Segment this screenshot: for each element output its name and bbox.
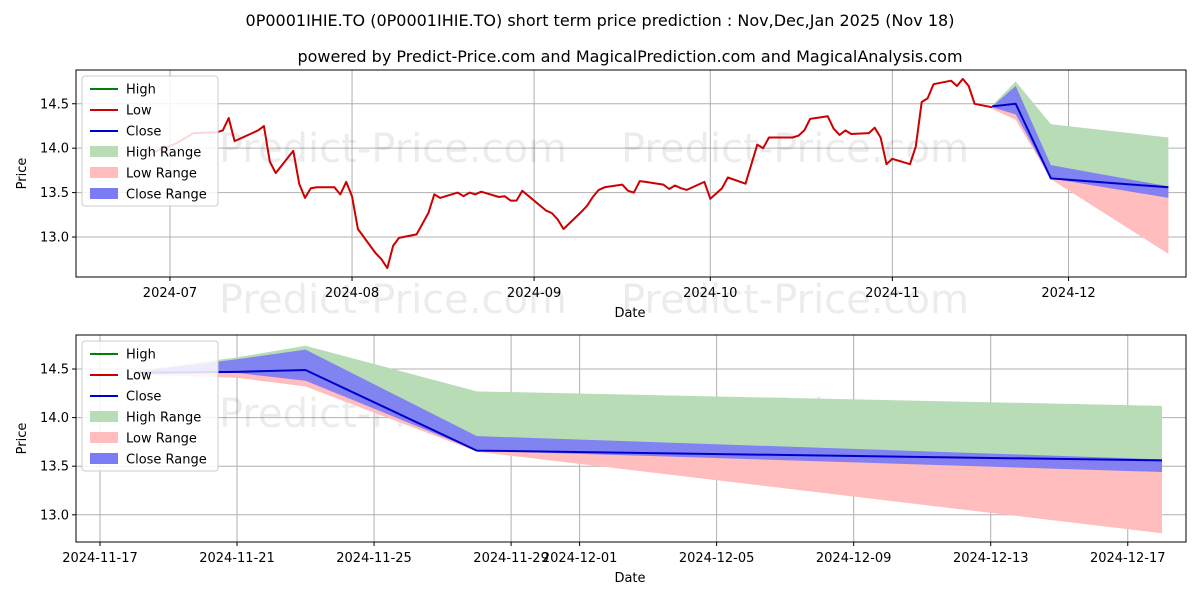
forecast-chart-panel: Predict-Price.comPredict-Price.com2024-1…	[15, 334, 1187, 586]
y-tick-label: 14.5	[40, 363, 69, 378]
legend-label-low: Low	[126, 104, 152, 119]
legend: High Low Close High Range Low Range Close Ran…	[81, 75, 219, 207]
legend-label-close: Close	[126, 390, 161, 405]
high-range-area	[134, 345, 1163, 461]
y-axis-label: Price	[15, 423, 30, 455]
x-tick-label: 2024-12-01	[542, 551, 618, 566]
plot-frame	[75, 69, 1187, 278]
historical-chart-panel: Predict-Price.com Predict-Price.com Predic…	[15, 69, 1187, 323]
x-tick-label: 2024-12-17	[1090, 551, 1166, 566]
x-tick-label: 2024-10	[683, 286, 737, 301]
y-tick-label: 13.5	[40, 186, 69, 201]
legend-swatch-high-range	[90, 411, 118, 422]
chart-subtitle: powered by Predict-Price.com and Magical…	[297, 47, 962, 66]
legend-label-low: Low	[126, 369, 152, 384]
watermark: Predict-Price.com	[219, 126, 567, 172]
legend-label-high-range: High Range	[126, 411, 201, 426]
legend-swatch-close-range	[90, 453, 118, 464]
legend-swatch-low-range	[90, 432, 118, 443]
legend-label-high: High	[126, 348, 156, 363]
legend-label-low-range: Low Range	[126, 167, 197, 182]
low-line	[151, 77, 993, 270]
legend-label-high: High	[126, 83, 156, 98]
x-tick-label: 2024-11-21	[199, 551, 275, 566]
high-range-area	[992, 81, 1169, 188]
x-tick-label: 2024-12-05	[679, 551, 755, 566]
legend-label-high-range: High Range	[126, 146, 201, 161]
y-axis-label: Price	[15, 158, 30, 190]
x-tick-label: 2024-11-29	[473, 551, 549, 566]
x-tick-label: 2024-12-13	[953, 551, 1029, 566]
legend-label-low-range: Low Range	[126, 432, 197, 447]
y-tick-label: 14.0	[40, 142, 69, 157]
close-line	[992, 102, 1169, 189]
x-tick-label: 2024-11-17	[62, 551, 138, 566]
legend-label-close-range: Close Range	[126, 453, 207, 468]
x-tick-label: 2024-11-25	[336, 551, 412, 566]
plot-frame	[75, 334, 1187, 543]
watermark: Predict-Price.com	[219, 277, 567, 323]
low-range-area	[992, 103, 1169, 254]
y-tick-label: 13.5	[40, 460, 69, 475]
x-tick-label: 2024-11	[865, 286, 919, 301]
x-axis-label: Date	[614, 306, 645, 321]
legend-swatch-low-range	[90, 167, 118, 178]
y-tick-label: 14.5	[40, 97, 69, 112]
x-tick-label: 2024-09	[507, 286, 561, 301]
y-tick-label: 13.0	[40, 231, 69, 246]
legend-swatch-high-range	[90, 146, 118, 157]
watermark: Predict-Price.com	[621, 277, 969, 323]
x-tick-label: 2024-12-09	[816, 551, 892, 566]
legend-label-close-range: Close Range	[126, 188, 207, 203]
y-tick-label: 14.0	[40, 411, 69, 426]
x-axis-label: Date	[614, 571, 645, 586]
chart-title: 0P0001IHIE.TO (0P0001IHIE.TO) short term…	[246, 11, 955, 30]
legend-swatch-close-range	[90, 188, 118, 199]
legend: High Low Close High Range Low Range Close Ran…	[81, 340, 219, 472]
x-tick-label: 2024-12	[1041, 286, 1095, 301]
y-tick-label: 13.0	[40, 508, 69, 523]
legend-label-close: Close	[126, 125, 161, 140]
x-tick-label: 2024-08	[325, 286, 379, 301]
x-tick-label: 2024-07	[143, 286, 197, 301]
